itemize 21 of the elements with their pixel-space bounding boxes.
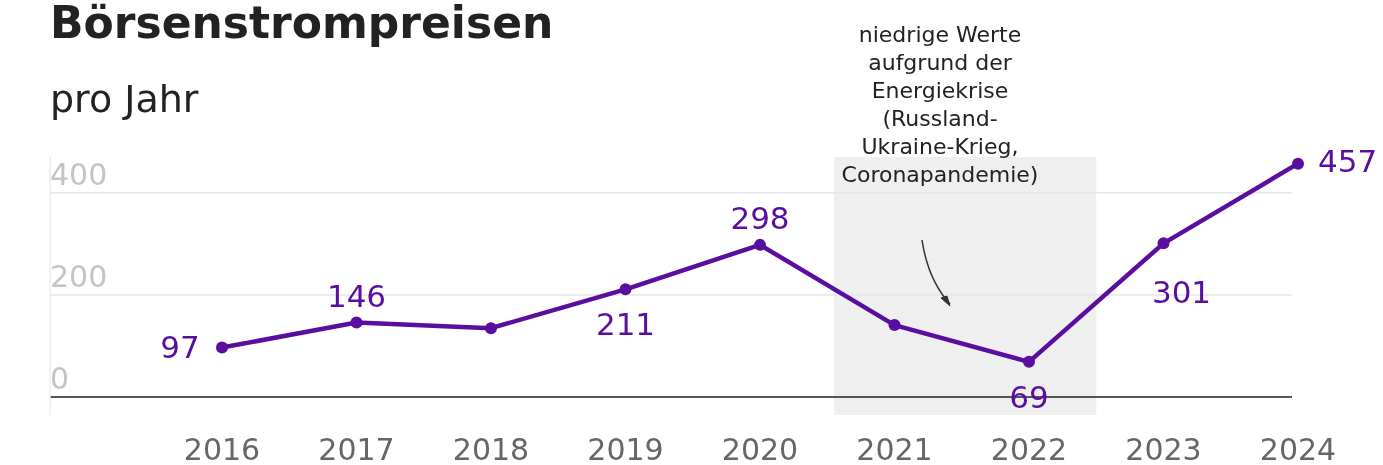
x-tick-label: 2017: [318, 432, 395, 465]
y-tick-label: 0: [50, 361, 70, 397]
data-label: 146: [326, 277, 387, 314]
x-tick-label: 2016: [183, 432, 261, 465]
x-tick-label: 2022: [990, 432, 1068, 465]
x-tick-label: 2018: [452, 432, 530, 465]
y-tick-label: 400: [50, 156, 108, 192]
data-label: 97: [160, 328, 200, 365]
data-label: 298: [730, 199, 790, 236]
y-tick-label: 200: [50, 258, 108, 294]
data-label: 211: [595, 306, 656, 343]
x-tick-label: 2023: [1125, 432, 1202, 465]
x-tick-label: 2020: [721, 432, 799, 465]
data-label: 457: [1318, 142, 1378, 179]
x-tick-label: 2021: [856, 432, 933, 465]
annotation: niedrige Werte aufgrund der Energiekrise (Russland- Ukraine-Krieg, Coronapandemie): [841, 22, 1039, 187]
x-tick-label: 2024: [1259, 432, 1337, 465]
x-tick-label: 2019: [587, 432, 664, 465]
data-label: 301: [1151, 274, 1212, 311]
chart-subtitle: pro Jahr: [50, 77, 199, 121]
chart-title: Börsenstrompreisen: [50, 0, 554, 48]
